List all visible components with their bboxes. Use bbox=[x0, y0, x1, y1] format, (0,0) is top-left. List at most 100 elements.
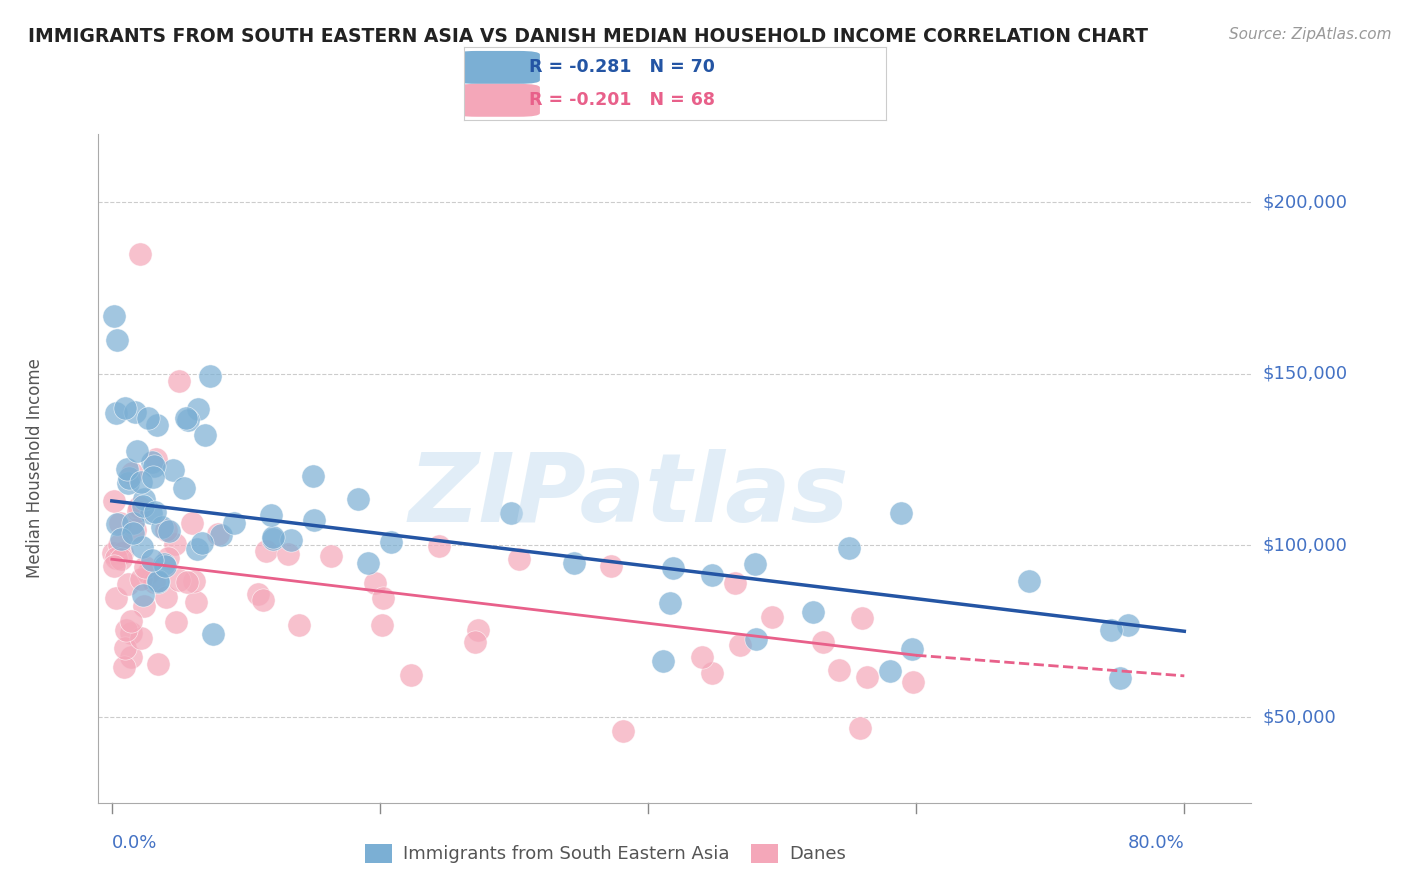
Point bbox=[120, 625, 142, 640]
Point bbox=[356, 557, 378, 571]
Point bbox=[146, 657, 169, 672]
Point bbox=[105, 406, 128, 420]
Text: $200,000: $200,000 bbox=[1263, 194, 1347, 211]
Point bbox=[745, 632, 768, 646]
Point bbox=[1018, 574, 1040, 588]
Point bbox=[128, 500, 150, 515]
Point bbox=[129, 631, 152, 645]
Point bbox=[120, 614, 142, 628]
Point bbox=[143, 458, 166, 473]
Point bbox=[399, 667, 422, 681]
Point bbox=[165, 615, 187, 629]
Point bbox=[148, 574, 170, 589]
Text: IMMIGRANTS FROM SOUTH EASTERN ASIA VS DANISH MEDIAN HOUSEHOLD INCOME CORRELATION: IMMIGRANTS FROM SOUTH EASTERN ASIA VS DA… bbox=[28, 27, 1149, 45]
Legend: Immigrants from South Eastern Asia, Danes: Immigrants from South Eastern Asia, Dane… bbox=[359, 837, 853, 871]
Point bbox=[132, 588, 155, 602]
Point bbox=[302, 513, 325, 527]
Point bbox=[851, 611, 873, 625]
Point bbox=[702, 666, 724, 681]
Point bbox=[181, 516, 204, 530]
Point bbox=[114, 401, 136, 416]
Point bbox=[838, 541, 860, 555]
FancyBboxPatch shape bbox=[456, 51, 540, 84]
Point bbox=[856, 670, 879, 684]
FancyBboxPatch shape bbox=[456, 84, 540, 117]
Point bbox=[121, 466, 143, 480]
Point bbox=[103, 309, 125, 323]
Point bbox=[724, 576, 747, 591]
Point bbox=[1099, 624, 1122, 638]
Point bbox=[728, 638, 751, 652]
Point bbox=[1116, 618, 1139, 632]
Point bbox=[118, 471, 141, 485]
Point bbox=[901, 642, 924, 657]
Point bbox=[141, 553, 163, 567]
Point bbox=[132, 491, 155, 506]
Point bbox=[903, 675, 925, 690]
Point bbox=[155, 590, 177, 604]
Point bbox=[136, 566, 159, 581]
Text: ZIPatlas: ZIPatlas bbox=[409, 449, 849, 541]
Point bbox=[129, 475, 152, 490]
Point bbox=[252, 592, 274, 607]
Point bbox=[110, 532, 132, 546]
Point bbox=[184, 595, 207, 609]
Point bbox=[194, 428, 217, 442]
Point bbox=[134, 599, 156, 613]
Point bbox=[156, 551, 179, 566]
Point bbox=[157, 524, 180, 538]
Point bbox=[131, 540, 153, 554]
Point bbox=[662, 560, 685, 574]
Point bbox=[148, 574, 170, 588]
Point bbox=[380, 535, 402, 549]
Point bbox=[105, 591, 128, 606]
Point bbox=[209, 528, 232, 542]
Point bbox=[198, 369, 221, 384]
Point bbox=[288, 617, 311, 632]
Point bbox=[222, 516, 245, 530]
Point bbox=[501, 507, 523, 521]
Point bbox=[371, 591, 394, 605]
Point bbox=[165, 537, 187, 551]
Point bbox=[700, 567, 723, 582]
Point bbox=[104, 550, 127, 565]
Point bbox=[124, 404, 146, 418]
Point bbox=[879, 665, 901, 679]
Point bbox=[690, 649, 713, 664]
Point bbox=[139, 506, 162, 520]
Point bbox=[120, 650, 142, 665]
Text: R = -0.201   N = 68: R = -0.201 N = 68 bbox=[530, 91, 716, 110]
Point bbox=[129, 572, 152, 586]
Point bbox=[183, 574, 205, 589]
Text: 0.0%: 0.0% bbox=[112, 834, 157, 852]
Point bbox=[142, 574, 165, 589]
Point bbox=[107, 538, 129, 552]
Point bbox=[141, 455, 163, 469]
Point bbox=[254, 544, 277, 558]
Point bbox=[111, 546, 134, 560]
Point bbox=[262, 532, 284, 546]
Point bbox=[153, 559, 176, 574]
Point bbox=[652, 654, 675, 668]
Point bbox=[1109, 671, 1132, 685]
Point bbox=[143, 505, 166, 519]
Point bbox=[600, 559, 623, 574]
Point bbox=[363, 575, 385, 590]
Point bbox=[103, 559, 125, 574]
Point bbox=[187, 402, 209, 417]
Point bbox=[612, 724, 634, 739]
Text: 80.0%: 80.0% bbox=[1128, 834, 1184, 852]
Point bbox=[117, 577, 139, 591]
Point bbox=[136, 411, 159, 425]
Point bbox=[828, 663, 851, 677]
Point bbox=[105, 517, 128, 532]
Point bbox=[262, 530, 284, 544]
Point bbox=[114, 624, 136, 638]
Point bbox=[132, 500, 155, 514]
Point bbox=[127, 504, 149, 518]
Point bbox=[280, 533, 302, 547]
Point bbox=[467, 623, 489, 637]
Point bbox=[849, 721, 872, 735]
Point bbox=[103, 494, 125, 508]
Point bbox=[110, 552, 132, 566]
